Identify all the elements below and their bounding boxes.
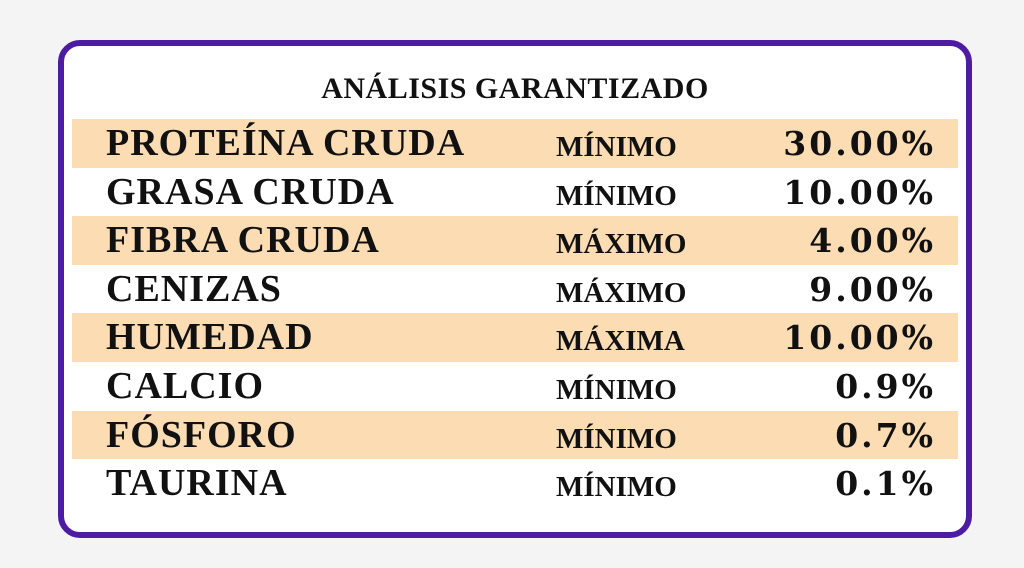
table-row: CALCIO MÍNIMO 0.9%	[72, 362, 958, 411]
nutrient-value: 10.00%	[783, 172, 936, 212]
limit-type: MÁXIMO	[556, 276, 687, 309]
table-title: ANÁLISIS GARANTIZADO	[321, 72, 709, 105]
limit-type: MÍNIMO	[556, 179, 677, 212]
table-row: HUMEDAD MÁXIMA 10.00%	[72, 313, 958, 362]
nutrient-value: 30.00%	[783, 124, 936, 163]
table-row: PROTEÍNA CRUDA MÍNIMO 30.00%	[72, 119, 958, 168]
nutrient-value: 4.00%	[809, 221, 936, 261]
table-row: TAURINA MÍNIMO 0.1%	[72, 459, 958, 508]
nutrient-value: 9.00%	[809, 269, 936, 309]
nutrient-name: FIBRA CRUDA	[106, 219, 380, 262]
analysis-rows: PROTEÍNA CRUDA MÍNIMO 30.00% GRASA CRUDA MÍ…	[72, 119, 958, 508]
limit-type: MÁXIMA	[556, 325, 685, 358]
limit-type: MÍNIMO	[556, 422, 677, 455]
limit-type: MÍNIMO	[556, 373, 677, 406]
table-row: FÓSFORO MÍNIMO 0.7%	[72, 410, 958, 460]
table-row: GRASA CRUDA MÍNIMO 10.00%	[72, 168, 958, 217]
nutrient-name: HUMEDAD	[106, 316, 314, 359]
nutrient-name: CALCIO	[106, 364, 265, 407]
table-row: CENIZAS MÁXIMO 9.00%	[72, 265, 958, 314]
nutrient-name: PROTEÍNA CRUDA	[106, 122, 466, 164]
limit-type: MÍNIMO	[556, 471, 677, 504]
nutrient-name: FÓSFORO	[106, 413, 297, 456]
limit-type: MÍNIMO	[556, 131, 677, 163]
nutrient-name: GRASA CRUDA	[106, 170, 395, 213]
nutrient-value: 0.9%	[835, 366, 936, 406]
nutrient-value: 10.00%	[783, 318, 936, 358]
nutrient-name: TAURINA	[106, 462, 288, 505]
limit-type: MÁXIMO	[556, 228, 687, 261]
nutrient-value: 0.7%	[835, 415, 936, 455]
analysis-table-card: ANÁLISIS GARANTIZADO PROTEÍNA CRUDA MÍNIM…	[58, 40, 972, 538]
nutrient-name: CENIZAS	[106, 267, 282, 310]
table-row: FIBRA CRUDA MÁXIMO 4.00%	[72, 216, 958, 265]
nutrient-value: 0.1%	[835, 464, 936, 504]
